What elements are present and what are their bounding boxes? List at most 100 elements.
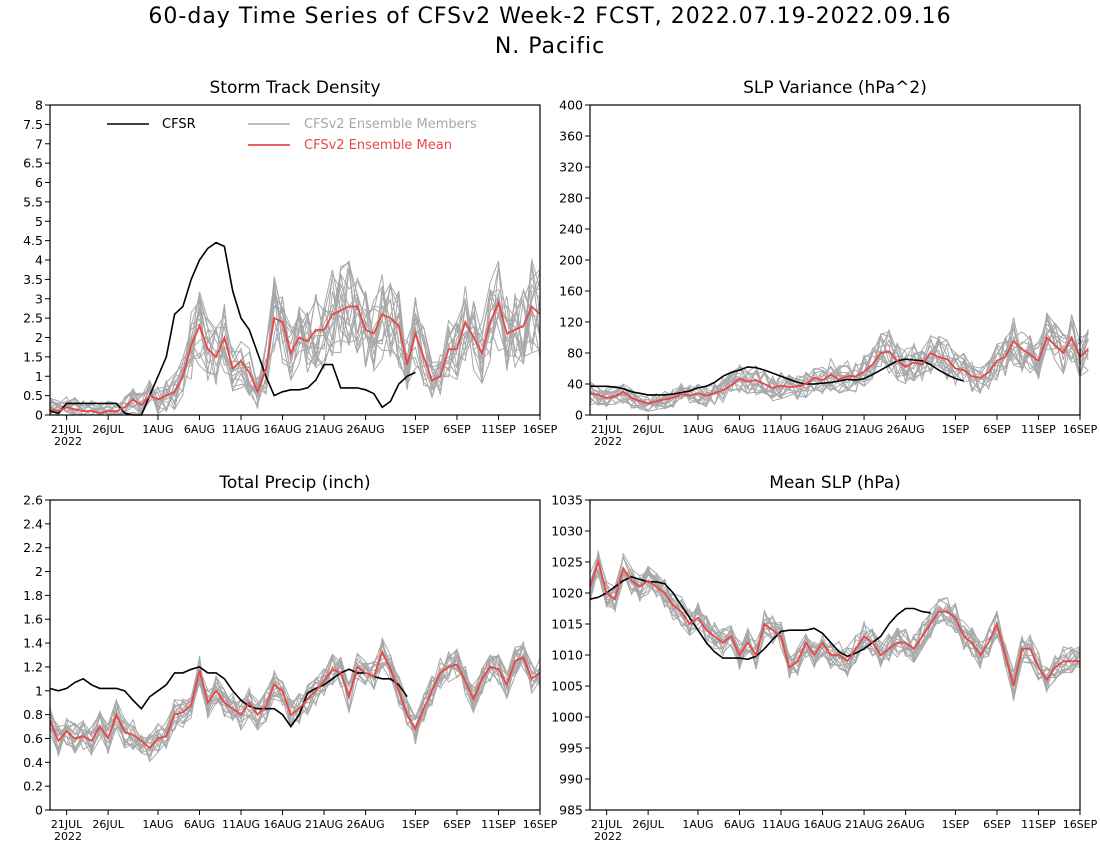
panel-title: SLP Variance (hPa^2) bbox=[743, 78, 927, 98]
panel-title: Mean SLP (hPa) bbox=[769, 473, 901, 493]
x-tick-label: 21JUL bbox=[591, 818, 623, 831]
y-tick-label: 3 bbox=[35, 291, 43, 306]
y-tick-label: 200 bbox=[559, 253, 583, 268]
ensemble-member-line bbox=[589, 316, 1089, 409]
ensemble-member-line bbox=[589, 329, 1089, 409]
y-tick-label: 360 bbox=[559, 129, 583, 144]
x-tick-label: 11AUG bbox=[222, 818, 260, 831]
ensemble-member-line bbox=[589, 550, 1081, 701]
x-tick-label: 6SEP bbox=[983, 818, 1011, 831]
y-tick-label: 1.4 bbox=[23, 636, 43, 651]
y-tick-label: 4.5 bbox=[23, 233, 43, 248]
y-tick-label: 6.5 bbox=[23, 156, 43, 171]
x-year-label: 2022 bbox=[54, 830, 82, 843]
y-tick-label: 320 bbox=[559, 160, 583, 175]
y-tick-label: 0.8 bbox=[23, 707, 43, 722]
x-tick-label: 16SEP bbox=[523, 818, 558, 831]
ensemble-member-line bbox=[589, 568, 1081, 695]
x-tick-label: 16AUG bbox=[263, 818, 301, 831]
x-tick-label: 6AUG bbox=[724, 423, 755, 436]
y-tick-label: 0.4 bbox=[23, 755, 43, 770]
y-tick-label: 80 bbox=[567, 346, 583, 361]
x-tick-label: 11SEP bbox=[1021, 423, 1056, 436]
legend-label-members: CFSv2 Ensemble Members bbox=[304, 117, 477, 132]
y-tick-label: 2.4 bbox=[23, 516, 43, 531]
x-tick-label: 6AUG bbox=[724, 818, 755, 831]
y-tick-label: 1.2 bbox=[23, 659, 43, 674]
x-tick-label: 26AUG bbox=[887, 818, 925, 831]
y-tick-label: 120 bbox=[559, 315, 583, 330]
ensemble-member-line bbox=[49, 643, 541, 755]
y-tick-label: 5.5 bbox=[23, 194, 43, 209]
y-tick-label: 2.5 bbox=[23, 311, 43, 326]
ensemble-member-line bbox=[589, 556, 1081, 698]
ensemble-member-line bbox=[49, 276, 541, 416]
ensemble-member-line bbox=[589, 565, 1081, 695]
panel-title: Storm Track Density bbox=[209, 78, 380, 98]
y-tick-label: 0.2 bbox=[23, 779, 43, 794]
y-tick-label: 0 bbox=[35, 408, 43, 423]
x-year-label: 2022 bbox=[594, 435, 622, 448]
y-tick-label: 990 bbox=[559, 772, 583, 787]
plot-frame bbox=[49, 104, 541, 416]
ensemble-member-line bbox=[589, 552, 1081, 701]
ensemble-member-line bbox=[49, 262, 541, 416]
y-tick-label: 1000 bbox=[551, 710, 583, 725]
x-tick-label: 1SEP bbox=[942, 818, 970, 831]
x-tick-label: 1AUG bbox=[142, 818, 173, 831]
x-tick-label: 6SEP bbox=[983, 423, 1011, 436]
x-tick-label: 11AUG bbox=[222, 423, 260, 436]
x-tick-label: 16AUG bbox=[803, 818, 841, 831]
x-tick-label: 21AUG bbox=[305, 818, 343, 831]
y-tick-label: 0 bbox=[35, 803, 43, 818]
x-tick-label: 26AUG bbox=[347, 423, 385, 436]
y-tick-label: 8 bbox=[35, 98, 43, 113]
y-tick-label: 1.8 bbox=[23, 588, 43, 603]
y-tick-label: 4 bbox=[35, 253, 43, 268]
page-title: 60-day Time Series of CFSv2 Week-2 FCST,… bbox=[148, 4, 952, 29]
x-tick-label: 1AUG bbox=[682, 423, 713, 436]
ensemble-member-line bbox=[589, 322, 1089, 412]
x-tick-label: 11AUG bbox=[762, 818, 800, 831]
series-line-cfsr bbox=[49, 666, 408, 728]
x-tick-label: 6AUG bbox=[184, 818, 215, 831]
y-tick-label: 1010 bbox=[551, 648, 583, 663]
x-tick-label: 11SEP bbox=[1021, 818, 1056, 831]
x-tick-label: 11SEP bbox=[481, 423, 516, 436]
x-tick-label: 6AUG bbox=[184, 423, 215, 436]
y-tick-label: 0 bbox=[575, 408, 583, 423]
y-tick-label: 6 bbox=[35, 175, 43, 190]
x-tick-label: 21JUL bbox=[51, 423, 83, 436]
y-tick-label: 160 bbox=[559, 284, 583, 299]
ensemble-member-line bbox=[589, 552, 1081, 679]
y-tick-label: 1015 bbox=[551, 617, 583, 632]
y-tick-label: 7.5 bbox=[23, 117, 43, 132]
x-tick-label: 26JUL bbox=[632, 818, 664, 831]
y-tick-label: 1.5 bbox=[23, 349, 43, 364]
x-tick-label: 16SEP bbox=[1063, 818, 1098, 831]
y-tick-label: 40 bbox=[567, 377, 583, 392]
x-tick-label: 21AUG bbox=[845, 818, 883, 831]
ensemble-member-line bbox=[589, 556, 1081, 700]
x-tick-label: 6SEP bbox=[443, 423, 471, 436]
page-subtitle: N. Pacific bbox=[494, 34, 606, 59]
legend-label-mean: CFSv2 Ensemble Mean bbox=[304, 138, 452, 153]
series-line-cfsr bbox=[49, 241, 416, 416]
y-tick-label: 1.6 bbox=[23, 612, 43, 627]
y-tick-label: 240 bbox=[559, 222, 583, 237]
ensemble-member-line bbox=[589, 312, 1089, 408]
x-tick-label: 1SEP bbox=[402, 423, 430, 436]
y-tick-label: 1005 bbox=[551, 679, 583, 694]
x-tick-label: 11SEP bbox=[481, 818, 516, 831]
y-tick-label: 2 bbox=[35, 564, 43, 579]
y-tick-label: 280 bbox=[559, 191, 583, 206]
x-tick-label: 26AUG bbox=[887, 423, 925, 436]
y-tick-label: 5 bbox=[35, 214, 43, 229]
y-tick-label: 2.6 bbox=[23, 493, 43, 508]
plot-frame bbox=[49, 499, 541, 811]
series-line-ensemble-mean bbox=[49, 650, 541, 750]
y-tick-label: 985 bbox=[559, 803, 583, 818]
series-line-ensemble-mean bbox=[589, 335, 1089, 405]
x-tick-label: 6SEP bbox=[443, 818, 471, 831]
y-tick-label: 2.2 bbox=[23, 540, 43, 555]
